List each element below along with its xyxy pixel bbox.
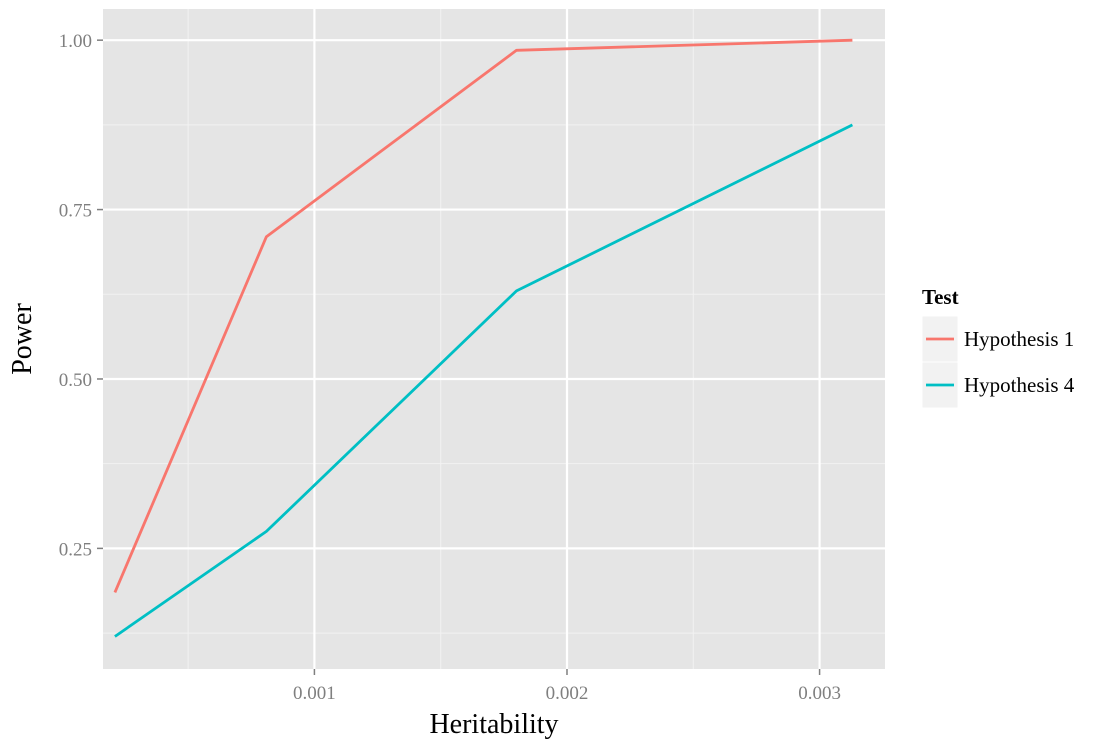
series-lines bbox=[113, 38, 854, 638]
legend: Test Hypothesis 1 Hypothesis 4 bbox=[921, 285, 1075, 409]
minor-gridlines bbox=[103, 9, 885, 669]
x-tick-label: 0.001 bbox=[293, 683, 336, 704]
legend-title: Test bbox=[922, 285, 959, 309]
legend-label: Hypothesis 1 bbox=[964, 327, 1074, 351]
y-tick-label: 1.00 bbox=[59, 31, 92, 52]
series-line-hypothesis-4 bbox=[114, 123, 854, 638]
plot-panel bbox=[103, 9, 885, 669]
y-tick-label: 0.50 bbox=[59, 370, 92, 391]
series-line-hypothesis-1 bbox=[113, 38, 853, 593]
y-tick-label: 0.75 bbox=[59, 201, 92, 222]
legend-label: Hypothesis 4 bbox=[964, 373, 1075, 397]
x-axis-title: Heritability bbox=[429, 709, 558, 740]
y-axis-title: Power bbox=[7, 303, 38, 375]
x-axis: 0.001 0.002 0.003 bbox=[293, 669, 841, 704]
y-tick-label: 0.25 bbox=[59, 539, 92, 560]
major-gridlines bbox=[103, 9, 885, 669]
x-tick-label: 0.003 bbox=[798, 683, 841, 704]
x-tick-label: 0.002 bbox=[546, 683, 589, 704]
y-axis: 0.25 0.50 0.75 1.00 bbox=[59, 31, 103, 560]
